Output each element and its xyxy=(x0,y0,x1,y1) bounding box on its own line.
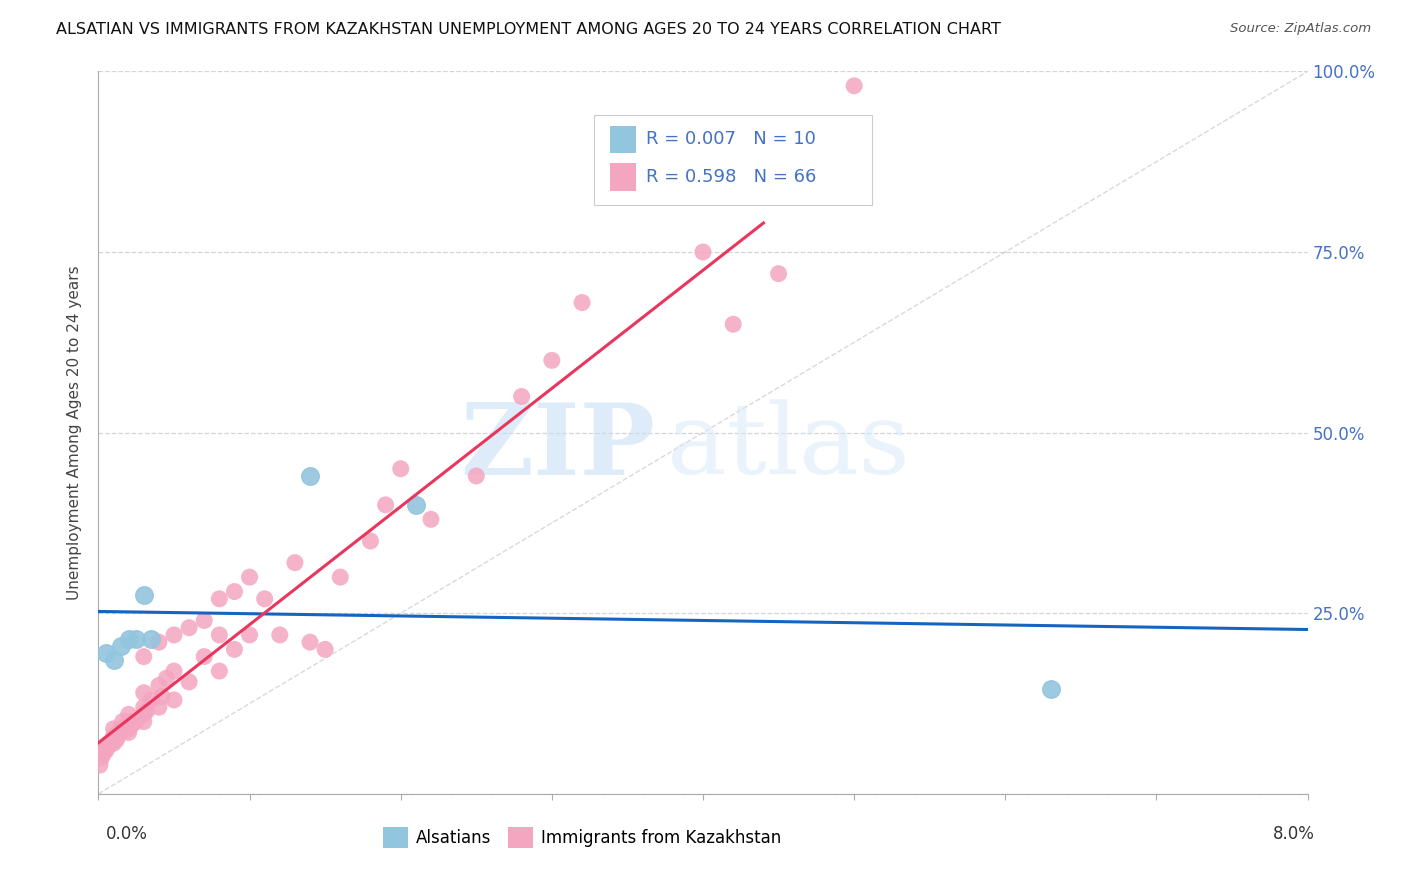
Point xyxy=(135,704,157,718)
Point xyxy=(90,751,112,765)
Point xyxy=(389,462,412,476)
Point xyxy=(723,318,745,332)
Point xyxy=(132,707,155,722)
Point xyxy=(118,632,141,646)
Text: 8.0%: 8.0% xyxy=(1272,825,1315,843)
Point xyxy=(224,642,246,657)
Point xyxy=(208,628,231,642)
Point xyxy=(360,533,382,548)
Point xyxy=(314,642,336,657)
Point xyxy=(465,469,488,483)
Point xyxy=(299,635,322,649)
Point xyxy=(179,621,201,635)
Point xyxy=(110,725,132,739)
Point xyxy=(132,649,155,664)
Point xyxy=(91,747,114,761)
Point xyxy=(420,512,443,526)
Point xyxy=(768,267,790,281)
Point xyxy=(163,693,186,707)
Point xyxy=(103,729,125,743)
Point xyxy=(208,664,231,678)
Point xyxy=(141,693,163,707)
Point xyxy=(105,732,128,747)
Point xyxy=(103,736,125,750)
Point xyxy=(193,614,215,628)
Point xyxy=(844,78,866,93)
Point xyxy=(155,671,177,685)
Point xyxy=(103,653,125,667)
Point xyxy=(510,389,533,403)
Point xyxy=(118,725,141,739)
Point xyxy=(125,632,148,646)
Point xyxy=(93,743,115,757)
Text: ZIP: ZIP xyxy=(460,399,655,496)
Point xyxy=(150,690,173,704)
Point xyxy=(94,743,117,757)
Point xyxy=(405,498,427,512)
Point xyxy=(224,584,246,599)
Point xyxy=(121,718,143,732)
Point xyxy=(239,628,262,642)
Point xyxy=(253,591,276,606)
Point xyxy=(118,722,141,736)
Point xyxy=(208,591,231,606)
Point xyxy=(269,628,291,642)
Point xyxy=(103,722,125,736)
Point xyxy=(94,646,117,660)
Point xyxy=(141,632,163,646)
Point xyxy=(284,556,307,570)
Point xyxy=(374,498,396,512)
Point xyxy=(118,707,141,722)
Point xyxy=(107,729,129,743)
Text: atlas: atlas xyxy=(666,400,910,495)
Point xyxy=(299,469,322,483)
Point xyxy=(132,686,155,700)
Point xyxy=(132,714,155,729)
Point xyxy=(100,736,122,750)
Legend: Alsatians, Immigrants from Kazakhstan: Alsatians, Immigrants from Kazakhstan xyxy=(375,821,789,855)
Point xyxy=(239,570,262,584)
FancyBboxPatch shape xyxy=(595,115,872,205)
Text: Source: ZipAtlas.com: Source: ZipAtlas.com xyxy=(1230,22,1371,36)
Point xyxy=(132,588,155,602)
Point xyxy=(540,353,562,368)
Point xyxy=(193,649,215,664)
Point xyxy=(110,639,132,653)
Point xyxy=(179,674,201,689)
Point xyxy=(692,244,714,259)
Point xyxy=(89,758,111,772)
Text: ALSATIAN VS IMMIGRANTS FROM KAZAKHSTAN UNEMPLOYMENT AMONG AGES 20 TO 24 YEARS CO: ALSATIAN VS IMMIGRANTS FROM KAZAKHSTAN U… xyxy=(56,22,1001,37)
Point xyxy=(111,714,134,729)
Text: R = 0.007   N = 10: R = 0.007 N = 10 xyxy=(647,129,815,147)
Point xyxy=(132,700,155,714)
Y-axis label: Unemployment Among Ages 20 to 24 years: Unemployment Among Ages 20 to 24 years xyxy=(67,265,83,600)
Point xyxy=(118,714,141,729)
Text: 0.0%: 0.0% xyxy=(105,825,148,843)
Text: R = 0.598   N = 66: R = 0.598 N = 66 xyxy=(647,168,817,186)
Point xyxy=(98,736,121,750)
Point xyxy=(1039,682,1062,697)
Point xyxy=(163,628,186,642)
FancyBboxPatch shape xyxy=(610,126,637,153)
Point xyxy=(148,678,170,692)
Point xyxy=(329,570,352,584)
Point xyxy=(148,700,170,714)
Point xyxy=(96,739,118,754)
Point xyxy=(148,635,170,649)
FancyBboxPatch shape xyxy=(610,163,637,191)
Point xyxy=(571,295,593,310)
Point xyxy=(110,722,132,736)
Point xyxy=(125,714,148,729)
Point xyxy=(163,664,186,678)
